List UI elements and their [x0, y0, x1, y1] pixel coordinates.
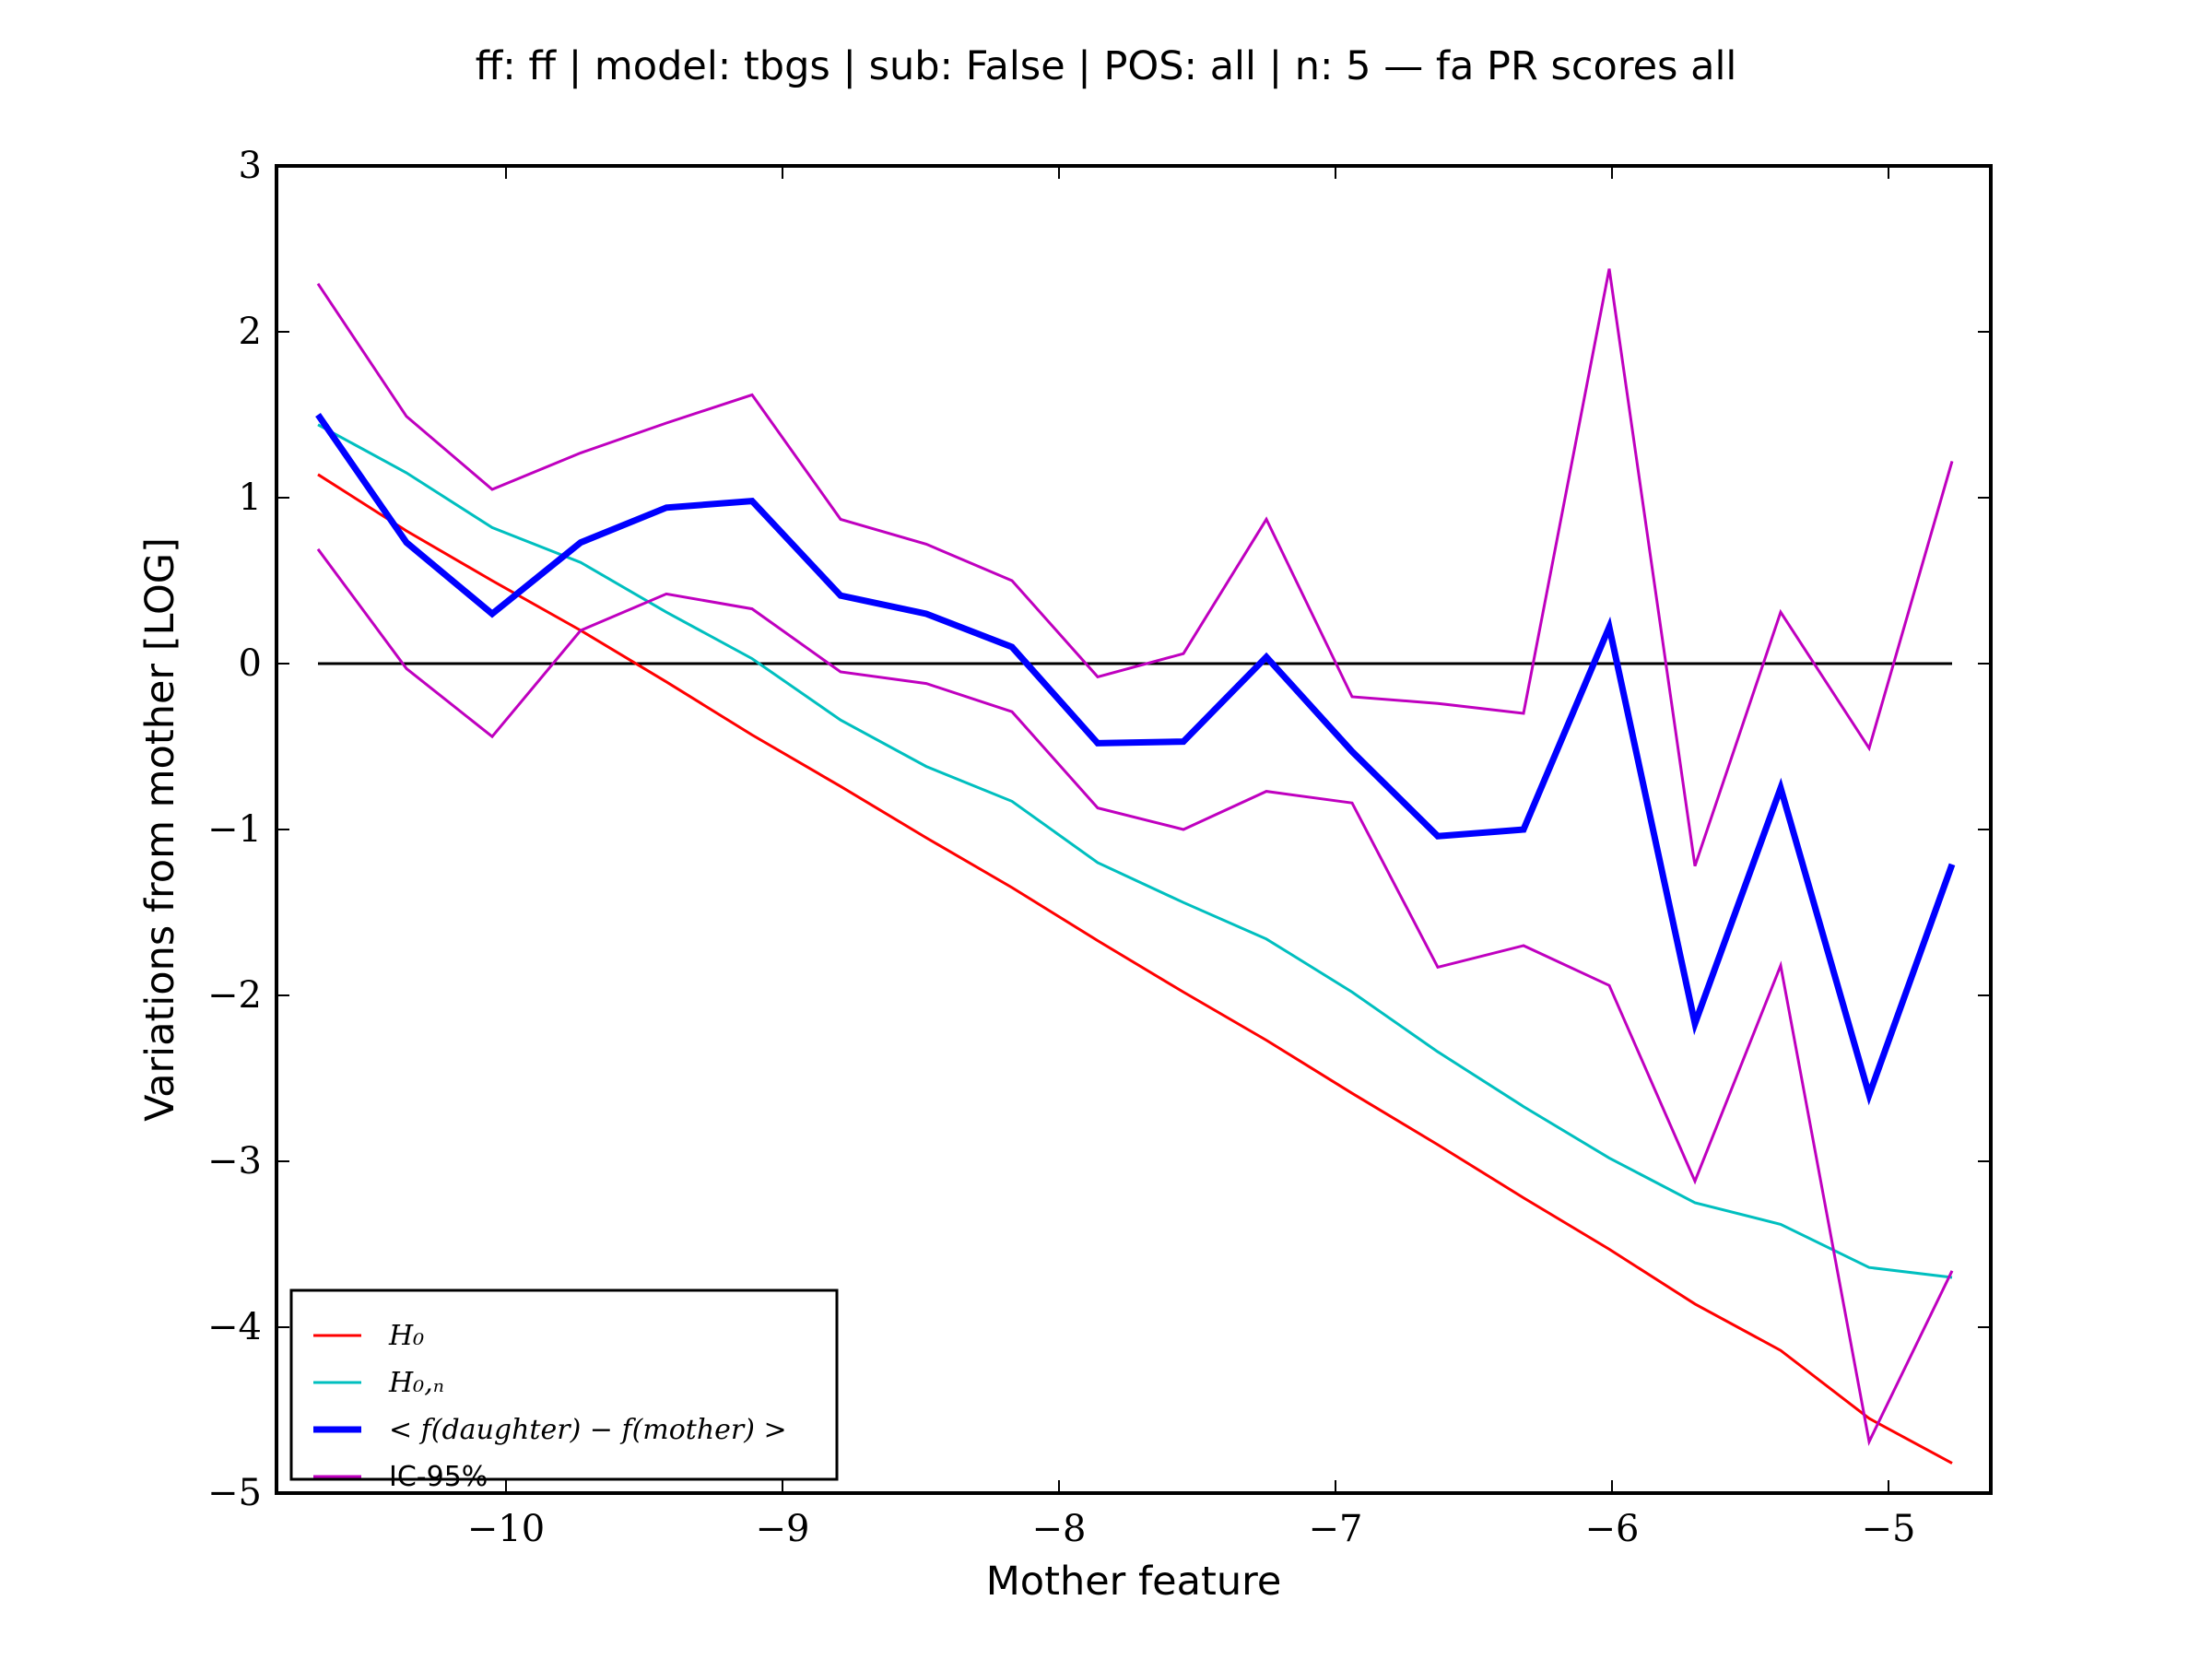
y-tick-label: 2	[239, 311, 262, 353]
y-tick-label: −4	[207, 1306, 262, 1348]
y-tick-label: 0	[239, 642, 262, 685]
y-axis-label: Variations from mother [LOG]	[137, 537, 183, 1122]
legend-label: < f(daughter) − f(mother) >	[389, 1414, 787, 1446]
x-axis-label: Mother feature	[986, 1559, 1282, 1605]
y-tick-label: 1	[239, 477, 262, 519]
x-tick-label: −7	[1309, 1508, 1363, 1550]
x-tick-label: −10	[467, 1508, 545, 1550]
x-tick-label: −9	[756, 1508, 810, 1550]
series-line-0	[317, 473, 1953, 1465]
axis-ticks	[276, 165, 1991, 1494]
y-tick-label: −5	[207, 1472, 262, 1514]
legend-label: H₀,ₙ	[388, 1367, 444, 1399]
series-lines	[315, 268, 1956, 1465]
series-line-4	[316, 547, 1954, 1446]
chart-legend: H₀ H₀,ₙ < f(daughter) − f(mother) > IC-95%	[289, 1288, 839, 1493]
x-tick-label: −6	[1585, 1508, 1640, 1550]
series-line-3	[316, 268, 1954, 867]
x-tick-label: −8	[1032, 1508, 1087, 1550]
plot-frame	[275, 164, 1993, 1495]
y-tick-label: −1	[207, 808, 262, 851]
series-line-1	[317, 423, 1953, 1279]
y-tick-label: −2	[207, 974, 262, 1017]
series-line-2	[315, 413, 1956, 1106]
legend-box	[289, 1288, 839, 1481]
y-tick-label: −3	[207, 1140, 262, 1182]
axis-tick-labels: −10 −9 −8 −7 −6 −5 3 2 1 0 −1 −2 −3 −4 −5	[207, 145, 1915, 1550]
chart-title: ff: ff | model: tbgs | sub: False | POS:…	[476, 43, 1737, 89]
x-tick-label: −5	[1862, 1508, 1916, 1550]
legend-label: H₀	[388, 1320, 424, 1352]
plot-area	[276, 166, 1991, 1493]
y-tick-label: 3	[239, 145, 262, 187]
legend-label: IC-95%	[389, 1461, 488, 1493]
